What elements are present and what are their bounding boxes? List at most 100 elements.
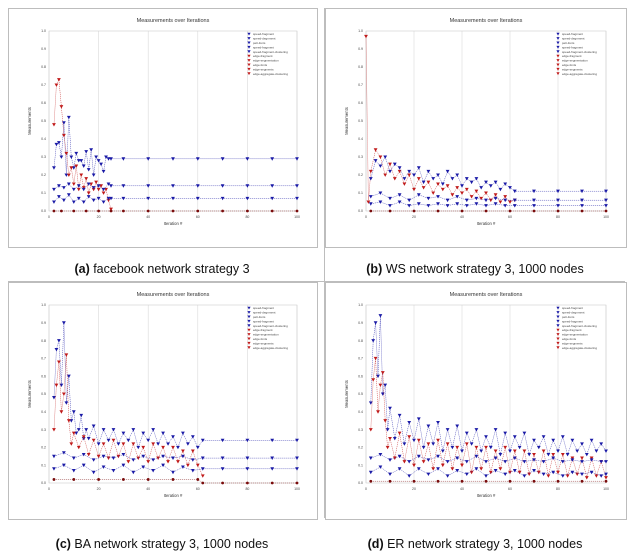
data-point [66, 173, 71, 177]
data-point [171, 478, 175, 481]
legend-marker [556, 333, 560, 336]
data-point [151, 428, 156, 432]
data-point [52, 428, 56, 432]
y-tick-label: 0.5 [41, 119, 46, 123]
data-point [484, 204, 488, 208]
data-point [378, 465, 383, 469]
data-point [426, 180, 431, 185]
legend-label: speed-fragment [562, 32, 583, 36]
data-point [556, 449, 560, 453]
legend-marker [247, 37, 251, 40]
data-point [190, 469, 195, 473]
data-point [604, 209, 608, 213]
data-point [57, 339, 61, 343]
y-tick-label: 0.4 [358, 410, 363, 414]
x-tick-label: 60 [508, 487, 512, 491]
data-point [220, 184, 225, 188]
data-point [111, 469, 116, 473]
legend-marker [556, 32, 560, 36]
data-point [91, 458, 96, 462]
data-point [436, 202, 440, 206]
data-point [388, 472, 392, 476]
data-point [195, 184, 200, 188]
data-point [397, 413, 402, 418]
data-point [604, 204, 608, 208]
legend-marker [247, 50, 251, 54]
data-point [106, 182, 111, 186]
data-point [474, 196, 479, 201]
data-point [532, 453, 536, 457]
data-point [66, 115, 71, 120]
legend-marker [556, 324, 560, 328]
data-point [195, 196, 200, 201]
data-point [503, 431, 508, 436]
data-point [76, 187, 81, 192]
data-point [190, 458, 195, 462]
data-point [392, 177, 397, 181]
data-point [455, 424, 460, 428]
data-point [455, 186, 460, 190]
data-point [412, 209, 416, 213]
data-point [455, 173, 460, 177]
legend-label: speed-fragment [253, 45, 274, 49]
data-point [493, 196, 498, 201]
data-point [81, 186, 86, 190]
series-line [53, 78, 112, 210]
data-point [295, 196, 299, 201]
data-point [86, 195, 91, 199]
y-tick-label: 0.0 [358, 481, 363, 485]
data-point [76, 196, 81, 201]
data-point [195, 445, 200, 450]
data-point [445, 198, 450, 203]
data-point [440, 187, 445, 192]
data-point [546, 453, 551, 457]
data-point [450, 193, 455, 197]
legend-label: pelt-fonts [253, 315, 266, 319]
data-point [71, 410, 76, 414]
panel-divider-vertical [324, 8, 325, 518]
data-point [498, 453, 503, 457]
data-point [388, 479, 392, 483]
chart-svg: Measurements over Iterations 0 20 40 60 80 100… [344, 292, 609, 498]
data-point [121, 157, 126, 161]
series-line [365, 36, 515, 203]
data-point [295, 438, 299, 443]
data-point [407, 420, 412, 425]
data-point [54, 383, 59, 387]
legend-marker [247, 72, 251, 76]
data-point [109, 184, 113, 188]
legend-marker [247, 341, 251, 345]
data-point [71, 182, 76, 186]
legend-marker [247, 324, 251, 328]
data-point [383, 155, 388, 159]
data-point [397, 431, 402, 436]
data-point [270, 184, 275, 188]
legend-label: edge-fragment [562, 328, 582, 332]
y-tick-label: 0.2 [358, 173, 363, 177]
data-point [460, 184, 464, 188]
series-line [53, 322, 297, 449]
data-point [79, 413, 84, 418]
legend-label: speed-fragment-clustering [253, 50, 288, 54]
data-point [101, 465, 106, 469]
data-point [469, 180, 474, 185]
data-point [604, 476, 608, 480]
data-point [60, 209, 63, 213]
data-point [126, 438, 131, 443]
data-point [416, 454, 421, 459]
y-tick-label: 0.8 [41, 65, 46, 69]
data-point [416, 417, 421, 421]
data-point [121, 453, 126, 457]
y-tick-label: 0.7 [41, 83, 46, 87]
data-point [426, 424, 431, 428]
data-point [560, 474, 565, 478]
data-point [166, 460, 170, 464]
legend-label: edge-fragment [562, 54, 582, 58]
data-point [86, 453, 91, 457]
data-point [81, 453, 86, 457]
data-point [141, 454, 146, 459]
data-point [469, 470, 474, 475]
data-point [220, 467, 225, 471]
caption-b: (b) WS network strategy 3, 1000 nodes [366, 262, 584, 276]
caption-d: (d) ER network strategy 3, 1000 nodes [367, 537, 583, 551]
